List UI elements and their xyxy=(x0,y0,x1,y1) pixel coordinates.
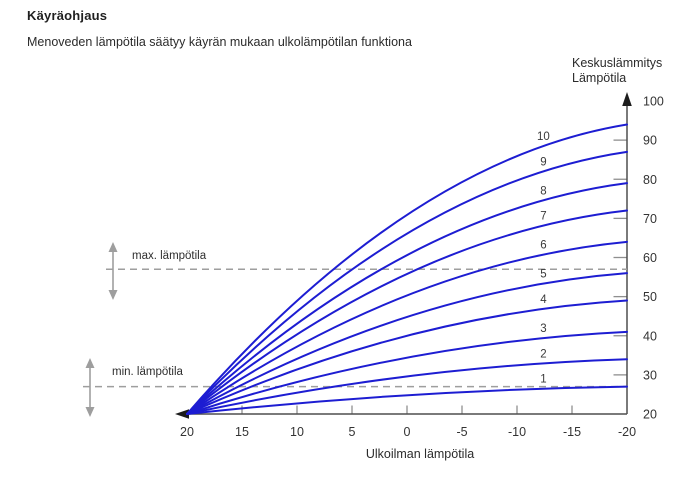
range-arrow-down-icon xyxy=(85,407,95,417)
y-tick-label: 50 xyxy=(643,290,657,304)
y-axis-arrow-icon xyxy=(622,92,632,106)
x-tick-label: -5 xyxy=(456,425,467,439)
y-tick-label: 40 xyxy=(643,329,657,343)
range-arrow-down-icon xyxy=(108,290,118,300)
x-axis-arrow-icon xyxy=(175,409,189,419)
x-tick-label: -15 xyxy=(563,425,581,439)
x-tick-label: 10 xyxy=(290,425,304,439)
heating-curve-6 xyxy=(186,240,628,415)
curve-label-1: 1 xyxy=(540,374,546,386)
curve-label-3: 3 xyxy=(540,323,546,335)
curve-label-5: 5 xyxy=(540,269,546,281)
page-subtitle: Menoveden lämpötila säätyy käyrän mukaan… xyxy=(27,35,412,49)
curve-label-2: 2 xyxy=(540,348,546,360)
heating-curve-8 xyxy=(186,182,628,415)
curve-label-10: 10 xyxy=(537,131,550,143)
y-tick-label: 20 xyxy=(643,408,657,422)
max-temperature-label: max. lämpötila xyxy=(132,250,207,262)
x-tick-label: -10 xyxy=(508,425,526,439)
heating-curve-1 xyxy=(186,385,628,415)
y-tick-label: 60 xyxy=(643,251,657,265)
y-axis-title-line2: Lämpötila xyxy=(572,71,627,85)
y-axis-title-line1: Keskuslämmitys xyxy=(572,56,663,70)
x-tick-label: 5 xyxy=(349,425,356,439)
curve-label-4: 4 xyxy=(540,294,547,306)
curve-label-8: 8 xyxy=(540,185,546,197)
y-tick-label: 80 xyxy=(643,173,657,187)
heating-curve-4 xyxy=(186,299,628,415)
heating-curve-5 xyxy=(186,272,628,415)
min-temperature-label: min. lämpötila xyxy=(112,366,183,378)
heating-curve-3 xyxy=(186,330,628,415)
range-arrow-up-icon xyxy=(108,242,118,252)
curve-label-7: 7 xyxy=(540,211,546,223)
y-tick-label: 70 xyxy=(643,212,657,226)
heating-curve-10 xyxy=(186,123,628,415)
range-arrow-up-icon xyxy=(85,358,95,368)
y-tick-label: 30 xyxy=(643,368,657,382)
x-tick-label: 15 xyxy=(235,425,249,439)
curve-label-9: 9 xyxy=(540,156,546,168)
x-tick-label: 20 xyxy=(180,425,194,439)
page-title: Käyräohjaus xyxy=(27,8,108,23)
curve-label-6: 6 xyxy=(540,240,546,252)
heating-curve-9 xyxy=(186,150,628,415)
y-axis-title: Keskuslämmitys Lämpötila xyxy=(572,56,662,86)
heating-curve-7 xyxy=(186,209,628,415)
y-tick-label: 100 xyxy=(643,95,664,109)
heating-curve-2 xyxy=(186,358,628,415)
x-axis-title: Ulkoilman lämpötila xyxy=(365,447,475,461)
x-tick-label: 0 xyxy=(404,425,411,439)
x-tick-label: -20 xyxy=(618,425,636,439)
y-tick-label: 90 xyxy=(643,134,657,148)
